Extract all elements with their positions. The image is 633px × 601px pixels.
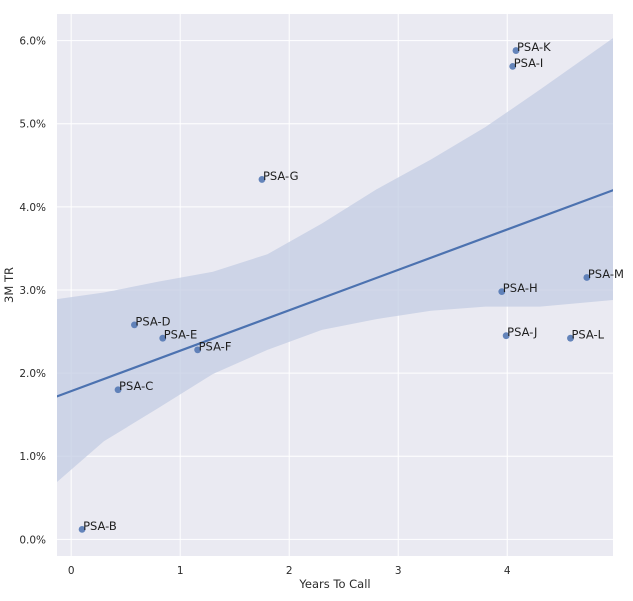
data-point [131, 321, 138, 329]
data-point [159, 334, 167, 342]
regression-line [57, 189, 613, 398]
data-point [194, 346, 202, 354]
point-label: PSA-G [263, 169, 299, 183]
x-tick-label: 4 [504, 565, 511, 577]
data-point [509, 62, 517, 70]
point-label: PSA-L [571, 328, 604, 342]
point-label: PSA-J [507, 325, 537, 339]
y-tick-label: 2.0% [19, 368, 46, 380]
data-point [114, 386, 122, 394]
points-layer [78, 47, 591, 533]
x-tick-label: 3 [395, 565, 402, 577]
data-point [498, 288, 506, 296]
x-axis-title: Years To Call [298, 577, 370, 591]
point-label: PSA-H [503, 281, 538, 295]
data-point [258, 176, 266, 183]
x-tick-label: 0 [68, 565, 75, 577]
confidence-band-layer [57, 38, 613, 483]
data-point [502, 332, 510, 340]
point-label: PSA-I [514, 56, 544, 70]
y-tick-label: 5.0% [19, 119, 46, 131]
point-label: PSA-F [199, 339, 232, 353]
point-label: PSA-C [119, 379, 153, 393]
x-tick-label: 2 [286, 565, 293, 577]
data-point [512, 47, 520, 54]
point-label: PSA-K [517, 40, 551, 54]
x-axis-ticks: 0 1 2 3 4 [68, 565, 511, 577]
data-point [567, 334, 574, 342]
y-axis-title: 3M TR [2, 267, 16, 303]
point-label: PSA-E [164, 328, 197, 342]
confidence-band [57, 38, 613, 483]
y-tick-label: 6.0% [19, 36, 46, 48]
data-point [78, 525, 86, 533]
y-tick-label: 4.0% [19, 202, 46, 214]
data-point [583, 274, 591, 281]
point-label: PSA-B [83, 519, 117, 533]
x-tick-label: 1 [177, 565, 184, 577]
y-tick-label: 0.0% [19, 534, 46, 546]
y-tick-label: 3.0% [19, 285, 46, 297]
regression-line-layer [57, 189, 613, 398]
y-axis-ticks: 0.0% 1.0% 2.0% 3.0% 4.0% 5.0% 6.0% [19, 36, 46, 547]
y-tick-label: 1.0% [19, 451, 46, 463]
point-label: PSA-D [135, 314, 170, 328]
point-label: PSA-M [588, 267, 624, 281]
